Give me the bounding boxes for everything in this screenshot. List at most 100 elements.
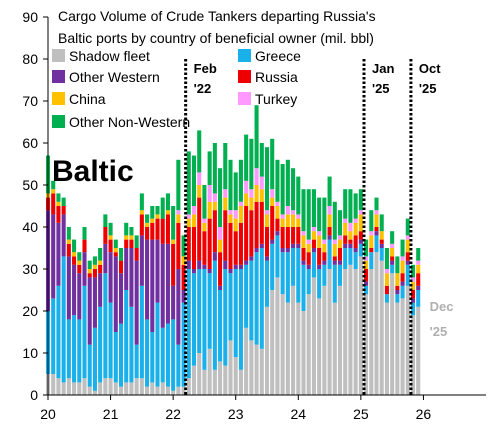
bar-segment-china: [228, 214, 233, 223]
bar-segment-shadow-fleet: [332, 302, 337, 395]
bar-segment-russia: [264, 227, 270, 257]
legend: Shadow fleet Greece Other Western Russia Chi…: [52, 48, 301, 130]
bar-segment-other-non-western: [176, 159, 181, 211]
bar-segment-other-non-western: [124, 222, 129, 236]
bar-segment-greece: [51, 298, 56, 374]
bar-segment-other-non-western: [264, 147, 270, 211]
bar-segment-other-western: [275, 231, 280, 236]
bar-segment-greece: [327, 239, 332, 269]
bar-segment-russia: [238, 222, 243, 265]
bar-segment-russia: [327, 227, 332, 236]
bar-segment-greece: [306, 269, 311, 295]
bar-segment-greece: [197, 269, 202, 353]
bar-segment-russia: [218, 252, 223, 286]
bar-segment-other-non-western: [191, 155, 197, 206]
bar-segment-shadow-fleet: [337, 285, 343, 395]
bar-segment-greece: [400, 285, 405, 299]
bar-segment-china: [186, 218, 191, 227]
bar-segment-other-non-western: [66, 227, 71, 240]
bar-segment-russia: [212, 210, 217, 253]
bar-segment-russia: [410, 290, 416, 299]
bar-segment-other-non-western: [197, 130, 202, 173]
bar-segment-greece: [207, 273, 212, 349]
bar-segment-russia: [155, 218, 160, 240]
bar-segment-other-non-western: [134, 235, 139, 248]
bar-segment-shadow-fleet: [233, 357, 238, 395]
bar-segment-shadow-fleet: [254, 344, 259, 395]
bar-segment-greece: [228, 273, 233, 341]
legend-entry-label: Greece: [255, 48, 301, 64]
bar-segment-greece: [160, 327, 165, 383]
bar-segment-other-non-western: [405, 218, 410, 236]
bar-segment-turkey: [332, 239, 337, 244]
bar-segment-greece: [233, 269, 238, 358]
bar-segment-turkey: [176, 210, 181, 215]
bar-segment-shadow-fleet: [212, 369, 217, 395]
bar-segment-china: [348, 231, 353, 240]
bar-segment-other-western: [186, 260, 191, 269]
bar-segment-other-western: [327, 235, 332, 240]
bar-segment-russia: [270, 206, 275, 240]
bar-segment-russia: [51, 193, 56, 215]
bar-segment-russia: [124, 239, 129, 248]
bar-segment-china: [108, 235, 113, 240]
event-label: '22: [194, 81, 212, 96]
x-tick-label: 26: [416, 406, 432, 422]
bar-segment-russia: [56, 206, 61, 223]
bar-segment-china: [171, 239, 176, 244]
bar-segment-shadow-fleet: [66, 378, 71, 395]
legend-entry-label: Other Non-Western: [69, 114, 190, 130]
bar-segment-russia: [160, 218, 165, 244]
legend-swatch: [52, 115, 65, 128]
bar-segment-china: [301, 235, 306, 248]
bar-segment-greece: [296, 248, 301, 303]
bar-segment-shadow-fleet: [306, 294, 311, 395]
bar-segment-russia: [358, 231, 363, 240]
bar-segment-other-western: [98, 273, 103, 307]
bar-segment-shadow-fleet: [301, 311, 306, 395]
bar-segment-turkey: [197, 172, 202, 185]
bar-segment-russia: [317, 248, 322, 265]
bar-segment-russia: [165, 214, 170, 244]
bar-segment-china: [207, 201, 212, 219]
bar-segment-other-western: [337, 260, 343, 265]
bar-segment-other-western: [113, 256, 118, 332]
bar-segment-shadow-fleet: [103, 378, 108, 395]
bar-segment-greece: [358, 243, 363, 257]
bar-segment-greece: [134, 344, 139, 379]
bar-segment-shadow-fleet: [160, 382, 165, 395]
bar-segment-other-non-western: [150, 206, 155, 219]
bar-segment-other-western: [249, 256, 254, 261]
bar-segment-other-non-western: [311, 189, 316, 227]
bar-segment-greece: [379, 248, 384, 261]
bar-segment-turkey: [311, 227, 316, 232]
bar-segment-greece: [113, 332, 118, 383]
bar-segment-shadow-fleet: [113, 382, 118, 395]
bar-segment-other-non-western: [113, 239, 118, 248]
bar-segment-greece: [103, 273, 108, 379]
bar-segment-greece: [56, 285, 61, 379]
bar-segment-shadow-fleet: [311, 277, 316, 395]
bar-segment-other-western: [165, 243, 170, 324]
bar-segment-china: [212, 201, 217, 211]
bar-segment-china: [56, 201, 61, 206]
bar-segment-russia: [337, 248, 343, 261]
bar-segment-other-western: [129, 248, 134, 307]
bar-segment-russia: [311, 239, 316, 248]
bar-segment-greece: [171, 319, 176, 391]
bar-segment-turkey: [410, 277, 416, 282]
bar-segment-other-non-western: [285, 159, 290, 206]
chart-title-line-2: Baltic ports by country of beneficial ow…: [58, 30, 374, 46]
bar-segment-shadow-fleet: [296, 302, 301, 395]
bar-segment-other-western: [228, 269, 233, 274]
bar-segment-russia: [369, 248, 374, 253]
bar-segment-russia: [322, 252, 327, 261]
bar-segment-other-western: [348, 243, 353, 248]
bar-segment-other-non-western: [155, 206, 160, 215]
bar-segment-china: [296, 218, 301, 227]
bar-segment-other-non-western: [301, 189, 306, 232]
bar-segment-other-non-western: [416, 248, 421, 261]
bar-segment-shadow-fleet: [343, 269, 348, 395]
x-tick-label: 21: [103, 406, 119, 422]
bar-segment-other-western: [212, 252, 217, 261]
